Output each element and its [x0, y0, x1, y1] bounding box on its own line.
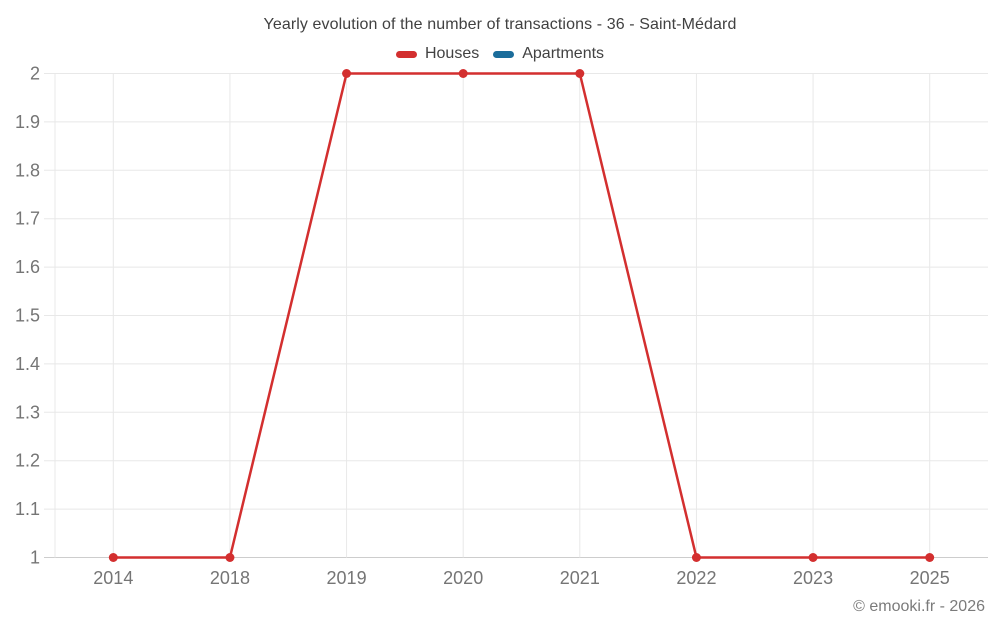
houses-data-point[interactable]	[108, 553, 118, 562]
houses-data-point[interactable]	[458, 69, 468, 78]
y-tick-label: 1.2	[15, 451, 40, 471]
y-tick-label: 1.7	[15, 209, 40, 229]
y-tick-label: 1.3	[15, 402, 40, 422]
x-tick-label: 2014	[93, 568, 133, 588]
x-tick-label: 2022	[676, 568, 716, 588]
legend-swatch-apartments	[493, 50, 515, 58]
x-tick-label: 2025	[910, 568, 950, 588]
y-tick-label: 1	[30, 548, 40, 568]
y-tick-label: 1.9	[15, 112, 40, 132]
y-tick-label: 1.8	[15, 160, 40, 180]
x-tick-label: 2021	[560, 568, 600, 588]
y-tick-label: 1.1	[15, 499, 40, 519]
x-tick-label: 2019	[327, 568, 367, 588]
chart-title: Yearly evolution of the number of transa…	[263, 16, 737, 33]
x-tick-label: 2018	[210, 568, 250, 588]
houses-data-point[interactable]	[342, 69, 352, 78]
chart-legend: Houses Apartments	[0, 44, 1000, 64]
houses-data-point[interactable]	[808, 553, 818, 562]
copyright-text: © emooki.fr - 2026	[853, 598, 985, 615]
y-tick-label: 1.4	[15, 354, 40, 374]
x-tick-label: 2020	[443, 568, 483, 588]
legend-label: Houses	[424, 45, 480, 62]
legend-swatch-houses	[395, 50, 417, 58]
legend-item-apartments[interactable]: Apartments	[493, 45, 604, 63]
y-tick-label: 2	[30, 64, 40, 84]
houses-data-point[interactable]	[925, 553, 935, 562]
y-tick-label: 1.6	[15, 257, 40, 277]
legend-label: Apartments	[522, 45, 605, 62]
y-tick-label: 1.5	[15, 306, 40, 326]
houses-line	[112, 72, 931, 559]
houses-data-point[interactable]	[691, 553, 701, 562]
houses-data-point[interactable]	[225, 553, 235, 562]
legend-item-houses[interactable]: Houses	[395, 45, 480, 63]
houses-data-point[interactable]	[575, 69, 585, 78]
x-tick-label: 2023	[793, 568, 833, 588]
